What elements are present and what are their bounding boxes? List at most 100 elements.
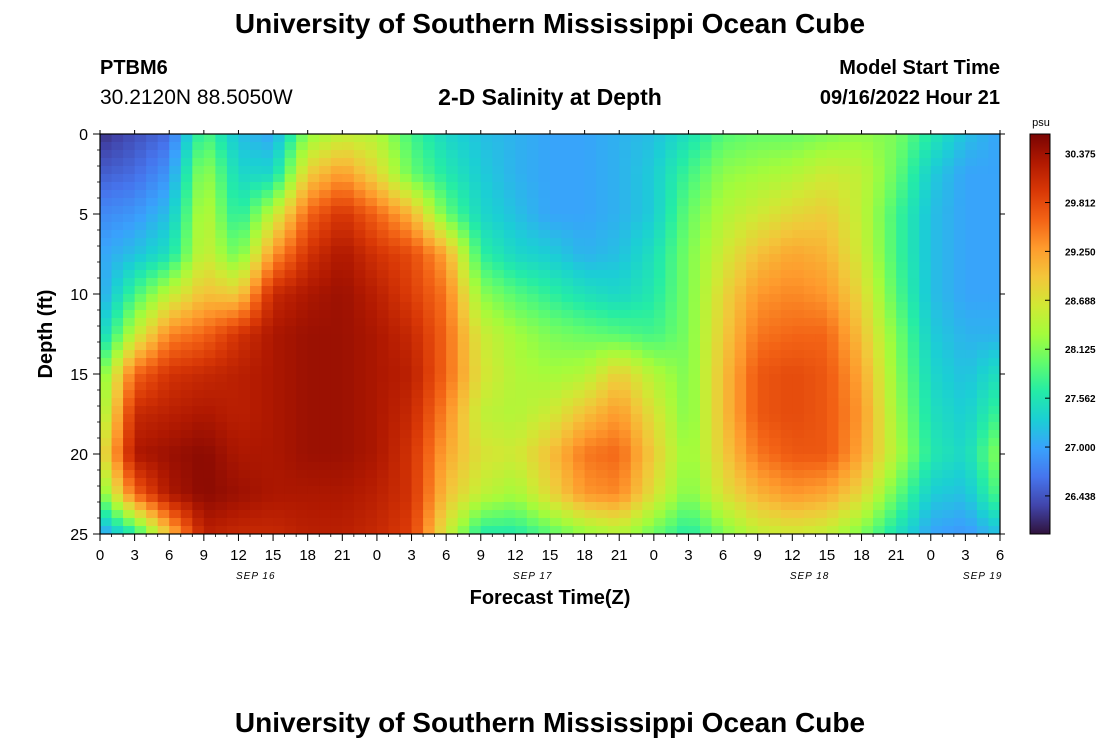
heatmap-cell xyxy=(965,358,978,367)
heatmap-cell xyxy=(873,494,886,503)
heatmap-cell xyxy=(653,454,666,463)
heatmap-cell xyxy=(411,238,424,247)
heatmap-cell xyxy=(100,278,113,287)
heatmap-cell xyxy=(850,382,863,391)
heatmap-cell xyxy=(492,174,505,183)
heatmap-cell xyxy=(434,478,447,487)
heatmap-cell xyxy=(769,462,782,471)
heatmap-cell xyxy=(642,238,655,247)
heatmap-cell xyxy=(342,526,355,534)
heatmap-cell xyxy=(815,150,828,159)
heatmap-cell xyxy=(411,390,424,399)
heatmap-cell xyxy=(746,510,759,519)
heatmap-cell xyxy=(111,182,124,191)
heatmap-cell xyxy=(676,502,690,511)
heatmap-cell xyxy=(434,462,447,471)
heatmap-cell xyxy=(584,310,597,319)
heatmap-cell xyxy=(319,206,332,215)
heatmap-cell xyxy=(353,334,366,343)
heatmap-cell xyxy=(861,438,874,447)
heatmap-cell xyxy=(134,166,147,175)
heatmap-cell xyxy=(157,246,170,255)
heatmap-cell xyxy=(953,294,966,303)
heatmap-cell xyxy=(746,374,759,383)
heatmap-cell xyxy=(665,246,678,255)
heatmap-cell xyxy=(330,150,343,159)
heatmap-cell xyxy=(780,446,793,455)
heatmap-cell xyxy=(734,518,747,527)
heatmap-cell xyxy=(434,390,447,399)
heatmap-cell xyxy=(400,502,413,511)
heatmap-cell xyxy=(388,414,401,423)
heatmap-cell xyxy=(561,366,574,375)
heatmap-cell xyxy=(100,486,113,495)
heatmap-cell xyxy=(780,286,793,295)
heatmap-cell xyxy=(665,486,678,495)
heatmap-cell xyxy=(388,278,401,287)
heatmap-cell xyxy=(757,270,770,279)
heatmap-cell xyxy=(100,302,113,311)
heatmap-cell xyxy=(896,374,909,383)
heatmap-cell xyxy=(423,214,436,223)
heatmap-cell xyxy=(400,374,413,383)
heatmap-cell xyxy=(769,166,782,175)
heatmap-cell xyxy=(238,374,251,383)
heatmap-cell xyxy=(573,342,586,351)
heatmap-cell xyxy=(676,358,690,367)
heatmap-cell xyxy=(792,286,805,295)
heatmap-cell xyxy=(446,294,459,303)
heatmap-cell xyxy=(561,438,574,447)
heatmap-cell xyxy=(584,198,597,207)
heatmap-cell xyxy=(919,134,932,143)
heatmap-cell xyxy=(896,326,909,335)
heatmap-cell xyxy=(884,310,897,319)
heatmap-cell xyxy=(123,502,136,511)
heatmap-cell xyxy=(919,470,932,479)
heatmap-cell xyxy=(423,526,436,534)
heatmap-cell xyxy=(330,526,343,534)
heatmap-cell xyxy=(503,358,516,367)
heatmap-cell xyxy=(434,310,447,319)
heatmap-cell xyxy=(561,350,574,359)
heatmap-cell xyxy=(988,222,1000,231)
heatmap-cell xyxy=(296,430,309,439)
heatmap-cell xyxy=(492,310,505,319)
heatmap-cell xyxy=(134,478,147,487)
heatmap-cell xyxy=(469,254,482,263)
heatmap-cell xyxy=(457,422,470,431)
heatmap-cell xyxy=(353,470,366,479)
heatmap-cell xyxy=(480,326,493,335)
heatmap-cell xyxy=(907,158,920,167)
heatmap-cell xyxy=(261,278,274,287)
heatmap-cell xyxy=(815,310,828,319)
heatmap-cell xyxy=(596,326,609,335)
heatmap-cell xyxy=(250,206,263,215)
heatmap-cell xyxy=(400,134,413,143)
heatmap-cell xyxy=(792,462,805,471)
heatmap-cell xyxy=(619,382,632,391)
heatmap-cell xyxy=(526,390,540,399)
heatmap-cell xyxy=(584,182,597,191)
heatmap-cell xyxy=(884,518,897,527)
heatmap-cell xyxy=(134,350,147,359)
heatmap-cell xyxy=(688,358,701,367)
heatmap-cell xyxy=(746,198,759,207)
heatmap-cell xyxy=(596,446,609,455)
heatmap-cell xyxy=(746,318,759,327)
heatmap-cell xyxy=(838,182,851,191)
heatmap-cell xyxy=(284,446,297,455)
heatmap-cell xyxy=(665,198,678,207)
heatmap-cell xyxy=(780,302,793,311)
heatmap-cell xyxy=(411,398,424,407)
heatmap-cell xyxy=(630,390,643,399)
heatmap-cell xyxy=(480,150,493,159)
heatmap-cell xyxy=(988,270,1000,279)
heatmap-cell xyxy=(180,486,193,495)
heatmap-cell xyxy=(273,398,286,407)
heatmap-cell xyxy=(584,350,597,359)
heatmap-cell xyxy=(976,462,990,471)
heatmap-cell xyxy=(319,390,332,399)
heatmap-cell xyxy=(111,406,124,415)
heatmap-cell xyxy=(688,230,701,239)
heatmap-cell xyxy=(953,470,966,479)
